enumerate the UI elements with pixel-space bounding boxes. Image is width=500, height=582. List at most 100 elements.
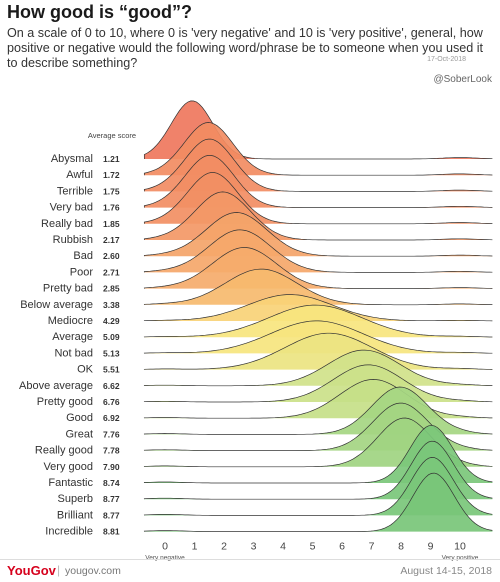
row-average: 7.76 bbox=[103, 429, 120, 439]
average-score-header: Average score bbox=[87, 131, 137, 140]
row-label: Good bbox=[66, 412, 93, 424]
x-tick-label: 5 bbox=[310, 541, 316, 553]
ridge-line bbox=[143, 364, 493, 403]
site-link[interactable]: yougov.com bbox=[65, 565, 121, 577]
ridge-area bbox=[144, 457, 493, 516]
row-average: 8.77 bbox=[103, 494, 120, 504]
row-label: Really bad bbox=[41, 218, 93, 230]
ridge-line bbox=[143, 172, 493, 225]
row-label: Bad bbox=[73, 250, 93, 262]
x-tick-label: 8 bbox=[398, 541, 404, 553]
x-end-label-left: Very negative bbox=[145, 555, 185, 562]
row-label: Below average bbox=[20, 299, 93, 311]
chart-title: How good is “good”? bbox=[7, 2, 192, 22]
x-tick-label: 1 bbox=[192, 541, 198, 553]
row-label: Mediocre bbox=[48, 315, 93, 327]
row-average: 7.90 bbox=[103, 462, 120, 472]
ridge-line bbox=[143, 191, 493, 241]
row-average: 8.81 bbox=[103, 527, 120, 537]
row-average: 5.13 bbox=[103, 348, 120, 358]
ridge-line bbox=[143, 138, 493, 192]
ridge-line bbox=[143, 472, 493, 532]
row-average: 3.38 bbox=[103, 300, 120, 310]
row-average: 5.09 bbox=[103, 332, 120, 342]
date-stamp: 17-Oct-2018 bbox=[427, 56, 466, 63]
ridge-line bbox=[143, 440, 493, 500]
row-label: Not bad bbox=[54, 347, 93, 359]
ridge-line bbox=[143, 332, 493, 370]
row-average: 1.21 bbox=[103, 154, 120, 164]
row-label: Above average bbox=[19, 380, 93, 392]
row-labels: Abysmal 1.21 Awful 1.72 Terrible 1.75 Very bad… bbox=[19, 153, 120, 538]
row-label: Really good bbox=[35, 445, 93, 457]
row-average: 6.92 bbox=[103, 413, 120, 423]
chart-subtitle: On a scale of 0 to 10, where 0 is 'very … bbox=[7, 26, 484, 70]
x-tick-label: 10 bbox=[454, 541, 466, 553]
ridge-line bbox=[143, 349, 493, 387]
row-label: Awful bbox=[66, 169, 93, 181]
row-average: 2.17 bbox=[103, 235, 120, 245]
ridge-area bbox=[144, 441, 493, 500]
row-average: 8.77 bbox=[103, 510, 120, 520]
row-label: Fantastic bbox=[48, 477, 93, 489]
ridge-line bbox=[143, 268, 493, 306]
x-tick-label: 9 bbox=[428, 541, 434, 553]
row-label: Abysmal bbox=[51, 153, 93, 165]
ridge-line bbox=[143, 304, 493, 338]
row-label: Rubbish bbox=[53, 234, 93, 246]
x-tick-label: 7 bbox=[369, 541, 375, 553]
row-label: Pretty good bbox=[37, 396, 93, 408]
x-tick-label: 2 bbox=[221, 541, 227, 553]
row-average: 2.71 bbox=[103, 267, 120, 277]
row-average: 6.62 bbox=[103, 381, 120, 391]
ridge-area bbox=[144, 350, 493, 386]
row-average: 2.85 bbox=[103, 284, 120, 294]
ridge-line bbox=[143, 212, 493, 257]
yougov-logo: YouGov bbox=[7, 563, 56, 578]
row-label: Poor bbox=[70, 266, 94, 278]
row-label: Incredible bbox=[45, 526, 93, 538]
row-average: 1.72 bbox=[103, 170, 120, 180]
row-label: Superb bbox=[58, 493, 93, 505]
row-average: 5.51 bbox=[103, 365, 120, 375]
row-label: Average bbox=[52, 331, 93, 343]
ridge-line bbox=[143, 379, 493, 419]
ridge-line bbox=[143, 294, 493, 322]
row-average: 6.76 bbox=[103, 397, 120, 407]
x-tick-label: 0 bbox=[162, 541, 168, 553]
ridge-area bbox=[144, 425, 493, 483]
footer-divider bbox=[0, 559, 500, 560]
x-axis: 0 1 2 3 4 5 6 7 8 9 10 Very negative Very positive bbox=[145, 541, 479, 562]
row-label: Pretty bad bbox=[43, 283, 93, 295]
ridges bbox=[143, 100, 493, 532]
row-label: Great bbox=[65, 428, 93, 440]
row-label: Terrible bbox=[57, 185, 93, 197]
ridge-line bbox=[143, 122, 493, 176]
ridge-line bbox=[143, 100, 493, 160]
row-label: Brilliant bbox=[57, 509, 93, 521]
ridge-line bbox=[143, 155, 493, 208]
x-tick-label: 4 bbox=[280, 541, 286, 553]
ridge-line bbox=[143, 229, 493, 273]
ridge-area bbox=[144, 418, 493, 467]
x-end-label-right: Very positive bbox=[442, 555, 479, 562]
ridge-line bbox=[143, 424, 493, 484]
ridge-line bbox=[143, 247, 493, 289]
ridge-area bbox=[144, 247, 493, 289]
ridge-line bbox=[143, 320, 493, 354]
ridge-line bbox=[143, 386, 493, 435]
survey-date: August 14-15, 2018 bbox=[400, 565, 492, 577]
x-tick-label: 6 bbox=[339, 541, 345, 553]
row-label: OK bbox=[77, 364, 94, 376]
ridge-area bbox=[144, 333, 493, 370]
row-average: 1.85 bbox=[103, 219, 120, 229]
row-label: Very good bbox=[43, 461, 93, 473]
ridge-area bbox=[144, 269, 493, 305]
row-average: 1.75 bbox=[103, 186, 120, 196]
row-label: Very bad bbox=[50, 202, 93, 214]
ridge-area bbox=[144, 473, 493, 532]
row-average: 1.76 bbox=[103, 203, 120, 213]
row-average: 7.78 bbox=[103, 446, 120, 456]
credit-handle: @SoberLook bbox=[433, 74, 492, 85]
